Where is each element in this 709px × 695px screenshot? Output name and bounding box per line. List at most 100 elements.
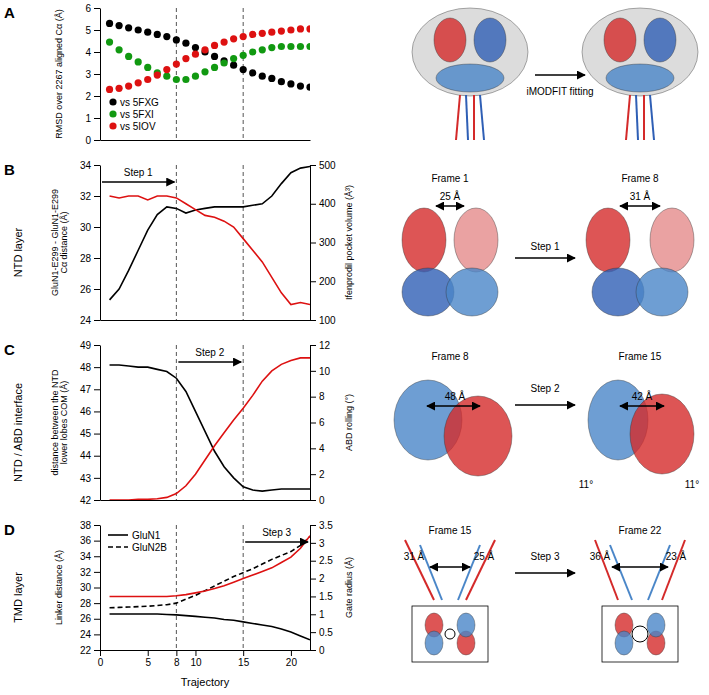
structure xyxy=(626,95,630,140)
plot-area xyxy=(110,165,310,320)
arrow xyxy=(515,572,575,574)
inset xyxy=(602,606,678,662)
point xyxy=(211,42,218,49)
legend-label: vs 5FXI xyxy=(120,109,154,120)
tick: 42 xyxy=(80,495,100,506)
tick-label: 8 xyxy=(319,391,325,402)
plot-area xyxy=(110,345,310,500)
tick-label: 20 xyxy=(286,657,298,668)
tick-label: 0 xyxy=(98,657,104,668)
line xyxy=(110,196,310,305)
point xyxy=(287,80,294,87)
point xyxy=(115,46,122,53)
point xyxy=(201,46,208,53)
point xyxy=(306,25,310,32)
structure xyxy=(582,8,698,96)
tick-mark xyxy=(94,541,100,542)
tick-mark xyxy=(310,632,316,633)
plot-area xyxy=(110,525,310,650)
point xyxy=(278,43,285,50)
tick-label: 30 xyxy=(80,222,92,233)
plot-area xyxy=(106,8,310,140)
tick: 5 xyxy=(85,25,100,36)
point xyxy=(249,31,256,38)
y2-axis: 00.511.522.533.5 xyxy=(310,520,333,656)
tick-label: 43 xyxy=(80,473,92,484)
structure xyxy=(636,95,638,140)
tick-mark xyxy=(310,371,316,372)
tick: 1 xyxy=(85,113,100,124)
diagram-label: Frame 8 xyxy=(431,351,469,362)
point xyxy=(163,73,170,80)
tick-label: 22 xyxy=(80,645,92,656)
tick-mark xyxy=(94,525,100,526)
tick: 0 xyxy=(85,135,100,146)
tick: 1.5 xyxy=(310,591,333,602)
point xyxy=(211,53,218,60)
structure xyxy=(644,18,676,62)
diagram-label: Step 3 xyxy=(531,551,560,562)
tick-label: 44 xyxy=(80,450,92,461)
reference-line xyxy=(176,165,177,320)
tick-mark xyxy=(310,614,316,615)
diagram-label: 36 Å xyxy=(590,550,611,562)
tick-mark xyxy=(94,556,100,557)
tick: 10 xyxy=(310,366,331,377)
legend-swatch xyxy=(109,110,116,117)
legend-swatch xyxy=(109,98,116,105)
point xyxy=(163,66,170,73)
tick: 100 xyxy=(310,315,336,326)
reference-line xyxy=(176,8,177,140)
tick: 10 xyxy=(190,650,202,668)
tick-mark xyxy=(94,140,100,141)
tick-label: 3 xyxy=(319,538,325,549)
point xyxy=(192,44,199,51)
diagram-label: Step 2 xyxy=(531,383,560,394)
tick-mark xyxy=(310,423,316,424)
tick: 8 xyxy=(310,391,325,402)
tick: 1 xyxy=(310,609,325,620)
arrow xyxy=(178,361,241,363)
x-axis xyxy=(101,140,311,141)
diagram-label: 25 Å xyxy=(474,550,495,562)
tick-label: 1.5 xyxy=(319,591,333,602)
structure xyxy=(454,208,498,272)
tick: 44 xyxy=(80,450,100,461)
tick: 2 xyxy=(310,469,325,480)
structure xyxy=(444,396,512,476)
point xyxy=(287,43,294,50)
tick-mark xyxy=(94,619,100,620)
structure xyxy=(650,95,654,140)
tick-mark xyxy=(94,478,100,479)
tick-label: 1 xyxy=(85,113,91,124)
point xyxy=(106,20,113,27)
point xyxy=(192,51,199,58)
structure xyxy=(586,208,630,272)
tick-label: 42 xyxy=(80,495,92,506)
y-axis: 4243444546474849 xyxy=(80,340,101,506)
y-axis: 242628303234 xyxy=(80,160,101,326)
point xyxy=(106,39,113,46)
tick: 3 xyxy=(85,69,100,80)
point xyxy=(240,33,247,40)
diagram-label: 23 Å xyxy=(666,550,687,562)
arrow xyxy=(620,405,664,407)
point xyxy=(230,55,237,62)
point xyxy=(154,31,161,38)
tick: 0 xyxy=(98,650,104,668)
tick: 47 xyxy=(80,384,100,395)
legend-swatch xyxy=(109,122,116,129)
line xyxy=(110,365,310,491)
tick-mark xyxy=(310,165,316,166)
point xyxy=(125,83,132,90)
structure xyxy=(480,95,484,140)
row-label: NTD layer xyxy=(12,227,24,277)
tick-mark xyxy=(94,258,100,259)
legend-label: vs 5FXG xyxy=(120,97,159,108)
annotation: Step 1 xyxy=(124,167,153,178)
tick-mark xyxy=(310,561,316,562)
structure xyxy=(434,18,466,62)
point xyxy=(201,68,208,75)
tick: 26 xyxy=(80,284,100,295)
tick-label: 34 xyxy=(80,160,92,171)
